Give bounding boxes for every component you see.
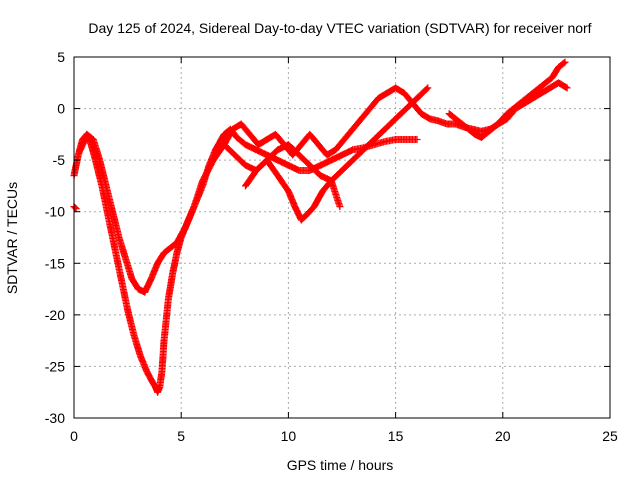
series-5 — [445, 58, 569, 141]
x-tick-label: 0 — [70, 428, 78, 444]
x-tick-label: 20 — [495, 428, 511, 444]
y-axis-label: SDTVAR / TECUs — [4, 182, 20, 294]
y-tick-label: -30 — [45, 410, 65, 426]
x-tick-label: 15 — [388, 428, 404, 444]
plot-frame — [73, 56, 611, 419]
x-tick-label: 10 — [281, 428, 297, 444]
y-tick-label: -15 — [45, 255, 65, 271]
y-tick-label: -25 — [45, 358, 65, 374]
axis-ticks: 0 5 10 15 20 25 5 0 -5 -10 -15 -20 -25 -30 — [45, 49, 618, 444]
y-tick-label: 0 — [57, 101, 65, 117]
data-series — [70, 58, 571, 396]
data-point-markers — [445, 58, 569, 141]
x-axis-label: GPS time / hours — [287, 457, 394, 473]
data-point-markers — [70, 203, 80, 213]
chart-title: Day 125 of 2024, Sidereal Day-to-day VTE… — [88, 20, 591, 36]
series-3 — [220, 79, 571, 159]
series-4 — [242, 156, 344, 224]
y-tick-label: -20 — [45, 307, 65, 323]
y-tick-label: -10 — [45, 204, 65, 220]
y-tick-label: 5 — [57, 49, 65, 65]
x-tick-label: 25 — [602, 428, 618, 444]
series-6 — [70, 203, 80, 213]
y-tick-label: -5 — [53, 152, 66, 168]
data-point-markers — [220, 79, 571, 159]
data-point-markers — [242, 156, 344, 224]
grid-lines — [74, 57, 610, 418]
series-2 — [76, 84, 432, 296]
x-tick-label: 5 — [177, 428, 185, 444]
data-point-markers — [76, 84, 432, 296]
